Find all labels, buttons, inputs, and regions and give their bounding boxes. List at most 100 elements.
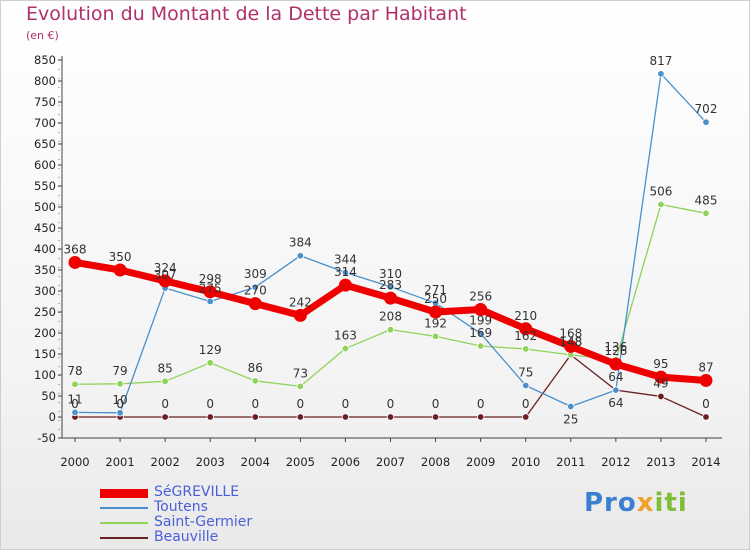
data-label-beauville: 0 [387,397,395,411]
data-point-toutens [612,386,620,394]
data-point-beauville [522,413,530,421]
data-point-s-greville [113,263,127,277]
x-tick-label: 2008 [421,455,450,469]
data-label-toutens: 271 [424,283,447,297]
data-label-s-greville: 87 [698,360,713,374]
data-label-beauville: 148 [559,335,582,349]
data-label-saint-germier: 78 [67,364,82,378]
data-label-beauville: 0 [297,397,305,411]
y-tick-label: 0 [49,410,56,424]
data-point-saint-germier [116,380,124,388]
data-point-beauville [251,413,259,421]
y-tick-label: 100 [34,368,56,382]
legend-swatch-toutens [100,507,148,509]
data-label-beauville: 0 [342,397,350,411]
y-tick-label: 450 [34,221,56,235]
legend-swatch-beauville [100,537,148,539]
data-label-toutens: 310 [379,267,402,281]
data-point-s-greville [248,297,262,311]
data-point-saint-germier [702,209,710,217]
data-label-s-greville: 126 [604,344,627,358]
data-label-toutens: 10 [112,393,127,407]
data-label-beauville: 0 [161,397,169,411]
data-point-toutens [206,297,214,306]
data-label-toutens: 309 [244,267,267,281]
data-point-s-greville [338,278,352,292]
y-tick-label: 350 [34,263,56,277]
data-label-toutens: 11 [67,392,82,406]
data-point-toutens [702,118,710,126]
legend-swatch-segreville [100,489,148,498]
y-tick-label: 800 [34,74,56,88]
legend-label-segreville: SéGREVILLE [154,484,240,500]
data-label-s-greville: 270 [244,284,267,298]
data-point-beauville [476,413,485,421]
data-point-s-greville [203,285,217,299]
x-tick-label: 2002 [151,455,180,469]
data-label-saint-germier: 163 [334,329,357,343]
data-label-beauville: 0 [71,397,79,411]
data-label-saint-germier: 169 [469,326,492,340]
data-label-toutens: 384 [289,236,312,250]
data-point-s-greville [699,373,713,387]
data-label-saint-germier: 162 [514,329,537,343]
x-tick-label: 2004 [241,455,270,469]
x-tick-label: 2010 [511,455,540,469]
x-tick-label: 2009 [466,455,495,469]
data-point-saint-germier [431,332,440,341]
y-tick-label: 300 [34,284,56,298]
data-label-saint-germier: 73 [293,366,308,380]
data-point-s-greville [474,302,488,316]
data-point-saint-germier [206,359,214,367]
data-point-toutens [251,283,259,291]
chart-subtitle: (en €) [26,29,59,42]
data-label-toutens: 344 [334,253,357,267]
data-label-toutens: 307 [154,268,177,282]
data-label-saint-germier: 79 [112,364,127,378]
data-label-s-greville: 298 [199,272,222,286]
data-point-toutens [567,402,575,411]
data-label-toutens: 702 [695,102,718,116]
chart-title: Evolution du Montant de la Dette par Hab… [26,3,467,25]
data-label-beauville: 64 [608,396,623,410]
data-point-beauville [161,413,169,421]
data-point-s-greville [564,339,578,353]
legend-label-toutens: Toutens [154,499,208,515]
data-label-beauville: 49 [653,376,668,390]
data-label-saint-germier: 129 [199,343,222,357]
x-tick-label: 2011 [556,455,585,469]
data-label-beauville: 0 [702,397,710,411]
data-label-s-greville: 314 [334,265,357,279]
y-tick-label: 50 [41,389,56,403]
data-label-beauville: 0 [522,397,530,411]
data-label-saint-germier: 85 [158,361,173,375]
x-tick-label: 2013 [646,455,675,469]
data-label-beauville: 0 [477,397,485,411]
data-label-beauville: 0 [206,397,214,411]
data-label-toutens: 25 [563,413,578,427]
data-point-saint-germier [251,377,259,385]
y-tick-label: 750 [34,95,56,109]
data-label-s-greville: 368 [64,242,87,256]
data-label-s-greville: 350 [109,250,132,264]
data-point-toutens [386,283,395,291]
data-point-saint-germier [296,382,305,391]
y-tick-label: 600 [34,158,56,172]
data-label-saint-germier: 208 [379,310,402,324]
data-label-saint-germier: 136 [604,340,627,354]
y-tick-label: -50 [37,431,56,445]
data-point-s-greville [429,305,443,319]
data-point-s-greville [68,255,82,269]
data-point-toutens [296,252,305,260]
data-point-beauville [386,413,395,421]
x-tick-label: 2000 [60,455,89,469]
data-label-saint-germier: 148 [559,335,582,349]
data-point-s-greville [609,357,623,371]
data-point-s-greville [158,274,172,288]
data-label-toutens: 64 [608,370,623,384]
data-point-saint-germier [341,344,350,353]
data-point-beauville [431,413,440,421]
data-point-toutens [116,409,124,417]
data-point-beauville [341,413,350,421]
